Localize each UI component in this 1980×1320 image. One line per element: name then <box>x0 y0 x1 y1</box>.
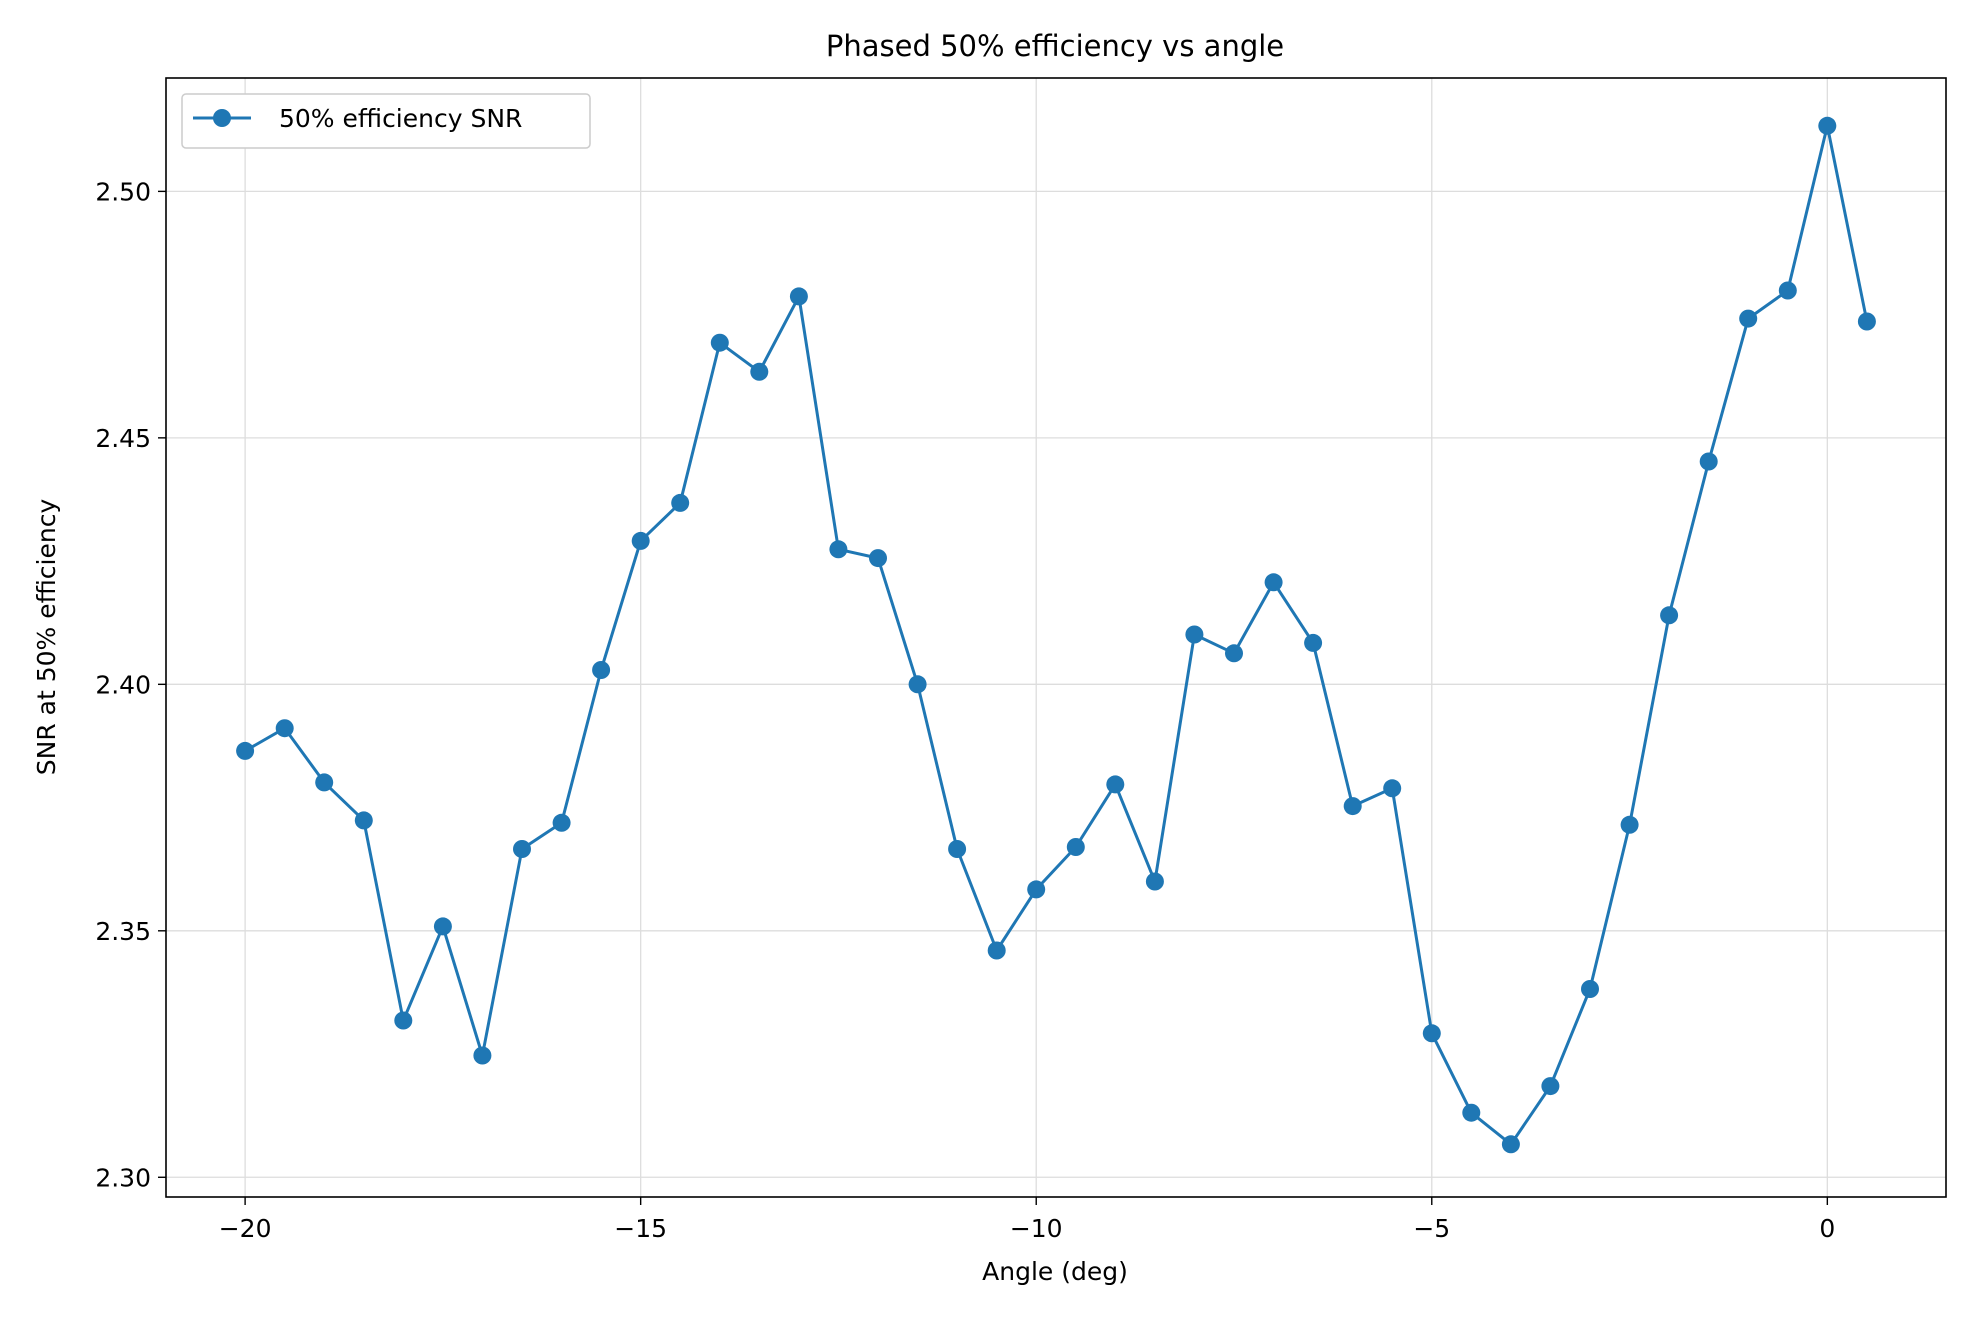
x-tick-label: −10 <box>1010 1214 1063 1243</box>
y-axis-label: SNR at 50% efficiency <box>32 499 61 776</box>
data-point <box>631 531 650 550</box>
chart-title: Phased 50% efficiency vs angle <box>826 29 1284 63</box>
data-point <box>1501 1135 1520 1154</box>
data-point <box>1145 872 1164 891</box>
data-point <box>750 362 769 381</box>
x-tick-label: 0 <box>1819 1214 1835 1243</box>
series-line <box>244 124 1869 1146</box>
data-point <box>789 287 808 306</box>
plot-area-frame <box>165 77 1947 1198</box>
data-point <box>1066 838 1085 856</box>
y-tick-label: 2.35 <box>95 917 151 946</box>
data-point <box>394 1011 413 1030</box>
data-point <box>1699 452 1718 471</box>
data-point <box>1383 779 1402 798</box>
data-point <box>1225 644 1243 663</box>
y-tick-label: 2.40 <box>95 670 151 699</box>
legend-label: 50% efficiency SNR <box>279 104 522 133</box>
data-point <box>1818 116 1837 135</box>
data-point <box>1739 309 1758 328</box>
x-axis-label: Angle (deg) <box>982 1257 1128 1286</box>
data-point <box>1541 1077 1560 1096</box>
data-point <box>1264 573 1283 592</box>
data-point <box>948 840 967 858</box>
data-point <box>710 333 729 352</box>
data-point <box>473 1046 492 1065</box>
data-point <box>1778 281 1797 300</box>
y-tick-label: 2.50 <box>95 177 151 206</box>
x-tick-label: −5 <box>1413 1214 1450 1243</box>
data-point <box>1422 1024 1441 1043</box>
legend-marker-sample <box>213 109 231 127</box>
x-tick-label: −20 <box>219 1214 272 1243</box>
data-point <box>671 493 690 512</box>
data-point <box>1581 980 1599 998</box>
data-point <box>236 741 255 760</box>
data-point <box>829 540 848 559</box>
x-tick-label: −15 <box>614 1214 667 1243</box>
data-point <box>1343 797 1362 816</box>
data-point <box>275 719 294 738</box>
data-point <box>354 811 373 830</box>
data-point <box>1620 815 1639 834</box>
grid-lines <box>166 78 1946 1197</box>
data-point <box>1462 1103 1481 1122</box>
data-point <box>315 773 334 792</box>
data-point <box>1857 312 1876 331</box>
y-tick-label: 2.30 <box>95 1163 151 1192</box>
data-point <box>869 549 887 568</box>
data-point <box>1027 880 1046 899</box>
data-point <box>1185 625 1204 644</box>
data-point <box>908 675 927 694</box>
legend-frame <box>181 93 591 149</box>
data-point <box>552 813 571 832</box>
y-axis: 2.30 2.35 2.40 2.45 2.50 <box>95 177 166 1192</box>
legend: 50% efficiency SNR <box>181 93 591 149</box>
data-point <box>513 840 531 858</box>
data-point <box>1304 633 1323 652</box>
data-point <box>433 917 452 936</box>
data-point <box>592 661 611 679</box>
y-tick-label: 2.45 <box>95 424 151 453</box>
data-point <box>1106 775 1125 794</box>
x-axis: −20 −15 −10 −5 0 <box>219 1197 1835 1243</box>
data-point <box>987 941 1006 960</box>
data-point <box>1660 606 1679 625</box>
series-layer <box>236 116 1876 1154</box>
